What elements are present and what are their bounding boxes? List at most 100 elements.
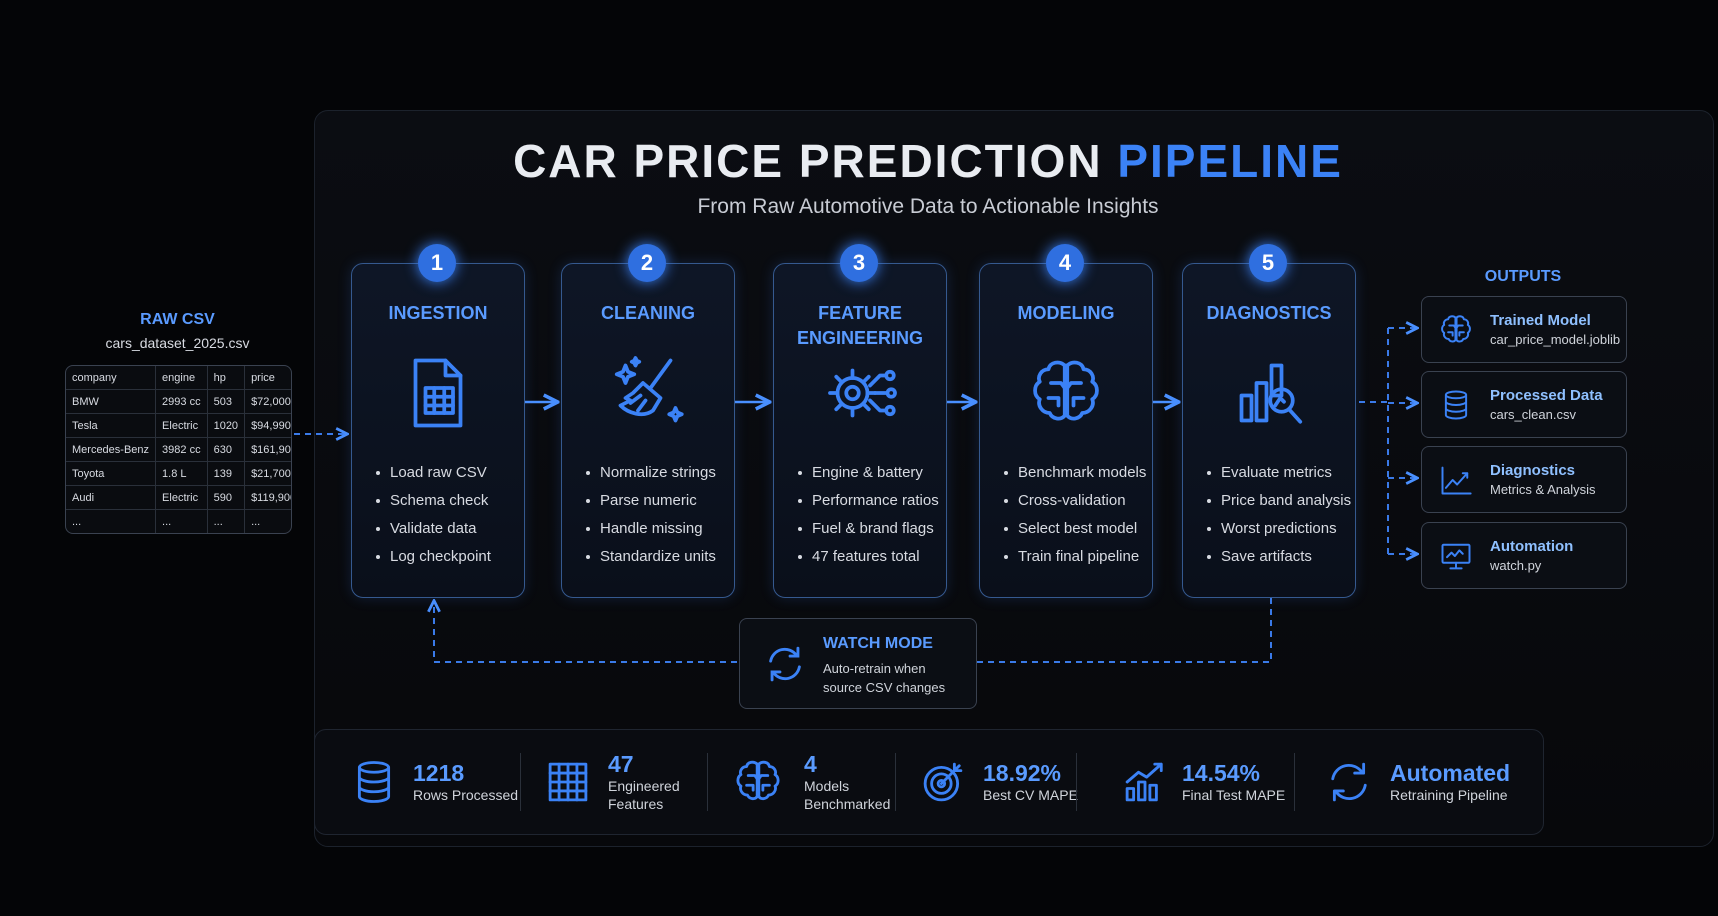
- icon-part: [1125, 762, 1163, 802]
- output-subtitle: watch.py: [1490, 558, 1542, 573]
- header-cell: price: [244, 366, 291, 390]
- table-row: Tesla Electric 1020 $94,990: [66, 413, 291, 438]
- icon-part: [443, 358, 463, 378]
- stage-number: 2: [628, 244, 666, 282]
- stage-items: Normalize strings Parse numeric Handle mis…: [584, 459, 716, 571]
- table-cell: ...: [66, 509, 157, 533]
- header-cell: engine: [155, 366, 208, 390]
- stat-label: Retraining Pipeline: [1390, 787, 1508, 803]
- table-cell: 1.8 L: [155, 461, 208, 486]
- stage-items: Evaluate metrics Price band analysis Worst…: [1205, 459, 1351, 571]
- header-cell: company: [66, 366, 157, 390]
- stage-item: Price band analysis: [1205, 487, 1351, 515]
- icon-part: [1332, 789, 1345, 802]
- table-cell: 590: [207, 485, 246, 510]
- stage-card: INGESTION Load raw CSV Schema check Validat…: [351, 263, 525, 598]
- icon-part: [936, 778, 947, 789]
- icon-part: [357, 761, 391, 774]
- icon-part: [769, 647, 798, 663]
- table-cell: ...: [251, 515, 261, 528]
- output-subtitle: car_price_model.joblib: [1490, 332, 1621, 347]
- title-accent: PIPELINE: [1117, 135, 1343, 187]
- stage-item: Validate data: [374, 515, 491, 543]
- icon-part: [667, 406, 684, 423]
- icon-part: [736, 760, 780, 801]
- chart-icon: [1239, 363, 1303, 424]
- watch-text: Auto-retrain when source CSV changes: [823, 661, 946, 695]
- icon-part: [1446, 549, 1464, 570]
- icon-part: [930, 772, 953, 795]
- stage-item: Schema check: [374, 487, 491, 515]
- icon-part: [614, 363, 637, 385]
- stage-item: Worst predictions: [1205, 515, 1351, 543]
- stage-items: Engine & battery Performance ratios Fuel &…: [796, 459, 939, 571]
- brain-icon: [1033, 360, 1099, 421]
- icon-part: [1033, 360, 1099, 421]
- icon-part: [618, 381, 663, 417]
- icon-part: [770, 670, 782, 682]
- stage-item: Load raw CSV: [374, 459, 491, 487]
- icon-part: [1254, 381, 1269, 423]
- separator: [707, 753, 708, 811]
- icon-part: [1441, 315, 1457, 343]
- icon-part: [1065, 360, 1099, 421]
- csv-label: RAW CSV: [140, 311, 215, 328]
- table-cell: ...: [207, 509, 246, 533]
- table-cell: ...: [155, 509, 208, 533]
- table-cell: 139: [207, 461, 246, 486]
- table-cell: $94,990: [244, 413, 291, 438]
- table-row: Audi Electric 590 $119,900: [66, 485, 291, 510]
- output-title: Diagnostics: [1490, 462, 1576, 479]
- stage-title: DIAGNOSTICS: [1206, 303, 1332, 323]
- csv-filename: cars_dataset_2025.csv: [105, 335, 250, 351]
- icon-part: [923, 765, 960, 802]
- stage-item: Performance ratios: [796, 487, 939, 515]
- icon-part: [788, 646, 800, 658]
- table: company engine hp price BMW 2993 cc 503 $72,000…: [66, 366, 291, 533]
- stage-number: 5: [1249, 244, 1287, 282]
- stat: 1218 Rows Processed: [413, 730, 533, 834]
- table-row: Toyota 1.8 L 139 $21,700: [66, 461, 291, 486]
- stage-title: CLEANING: [601, 303, 695, 323]
- stat-label: Models Benchmarked: [804, 778, 891, 812]
- icon-part: [1268, 387, 1295, 414]
- stat-label: Best CV MAPE: [983, 787, 1078, 803]
- table-cell: 2993 cc: [155, 389, 208, 414]
- target-icon: [923, 762, 963, 802]
- table-cell: Audi: [66, 485, 157, 510]
- icon-part: [1441, 466, 1472, 495]
- watch-mode: WATCH MODE Auto-retrain when source CSV …: [739, 618, 977, 709]
- icon-part: [1239, 363, 1303, 424]
- separator: [1294, 753, 1295, 811]
- stage-item: Cross-validation: [1002, 487, 1146, 515]
- stage-item: Parse numeric: [584, 487, 716, 515]
- table-cell: Mercedes-Benz: [66, 437, 157, 462]
- icon-part: [1269, 363, 1284, 398]
- output-title: Trained Model: [1490, 312, 1591, 329]
- title-main: CAR PRICE PREDICTION: [513, 135, 1103, 187]
- stat-value: 4: [804, 751, 817, 777]
- stat-value: 14.54%: [1182, 760, 1261, 786]
- stage-item: Engine & battery: [796, 459, 939, 487]
- stage-item: Handle missing: [584, 515, 716, 543]
- outputs-label: OUTPUTS: [1484, 268, 1562, 285]
- icon-part: [423, 386, 455, 415]
- table-row: ............: [66, 509, 291, 533]
- stat: Automated Retraining Pipeline: [1390, 730, 1530, 834]
- stat-value: 18.92%: [983, 760, 1062, 786]
- stat-value: 47: [608, 751, 634, 777]
- icon: [769, 646, 801, 682]
- table-cell: 503: [207, 389, 246, 414]
- icon-part: [1334, 783, 1367, 801]
- stage-item: Select best model: [1002, 515, 1146, 543]
- icon-part: [413, 358, 463, 428]
- table-cell: 3982 cc: [155, 437, 208, 462]
- stage-item: Normalize strings: [584, 459, 716, 487]
- icon-part: [884, 404, 896, 417]
- icon-part: [548, 762, 588, 802]
- stage-item: Standardize units: [584, 543, 716, 571]
- table-cell: BMW: [66, 389, 157, 414]
- icon-part: [1137, 780, 1147, 802]
- table-cell: $161,900: [244, 437, 291, 462]
